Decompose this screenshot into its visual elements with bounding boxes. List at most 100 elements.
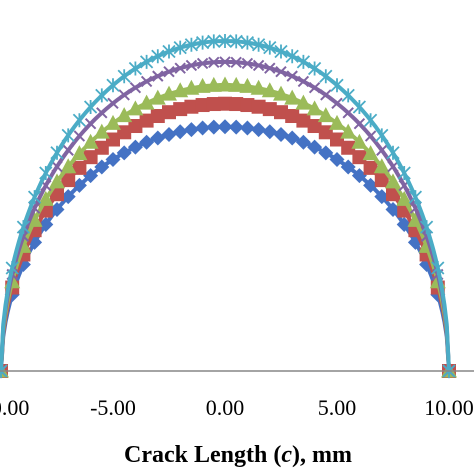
series-5-point [162,44,176,59]
series-4-point [140,75,153,88]
series-1-point [195,120,211,136]
series-4-point [152,70,164,82]
series-4-point [376,144,388,156]
series-2-point [330,132,344,147]
series-2-point [206,97,221,112]
series-4-point [320,89,332,101]
series-4-point [62,144,74,156]
series-4-point [252,59,265,72]
series-3-point [385,173,401,189]
series-2-point [341,140,356,155]
series-4-point [208,56,220,68]
series-3-point [373,158,390,174]
series-1-point [116,145,132,161]
series-1-point [206,119,222,135]
series-1-point [262,124,278,140]
series-2-point [117,125,132,140]
series-4-point [353,118,366,130]
series-4-point [342,107,354,119]
series-5-point [184,37,199,52]
series-5-point [285,49,299,64]
series-4-point [387,160,399,173]
series-1-point [183,122,199,138]
series-1-point [161,127,177,143]
series-5-point [307,61,322,76]
series-2-point [173,102,188,117]
series-1-point [150,130,166,146]
series-1-point [363,177,379,193]
series-2-point [139,113,154,128]
series-2-point [162,105,176,120]
series-5-point [218,34,232,48]
series-3-point [82,133,99,149]
series-2-point [318,125,333,140]
series-3-point [239,77,256,93]
series-2-point [363,160,378,175]
series-3-point [396,190,413,206]
series-1-point [239,120,255,136]
series-4 [0,56,455,377]
series-4-point [174,62,186,74]
series-3-point [37,190,54,206]
series-1-point [172,124,188,140]
series-1-point [105,152,121,168]
series-1-point [83,168,99,184]
series-5-point [263,40,277,55]
series-5-point [251,37,266,52]
series-4-point [84,118,97,130]
series-3-point [93,123,110,139]
series-4-point [196,57,209,70]
series-2-point [229,97,244,112]
series-1-point [60,189,76,205]
series-3-point [127,100,144,116]
series-1-point [307,139,323,155]
series-3-point [329,114,345,130]
series-1-point [228,119,244,135]
series-3-point [407,211,424,227]
series-3-point [317,107,334,123]
series-4-point [297,75,310,88]
series-5-point [330,78,344,93]
series-3-point [49,173,65,189]
series-2-point [195,98,210,113]
series-3-point [149,89,166,105]
series-3-point [250,79,267,95]
series-5-point [106,78,120,93]
series-4-point [275,66,287,78]
series-1-point [374,189,390,205]
series-5-point [5,260,19,275]
series-4-point [96,107,108,119]
series-1-point [139,134,155,150]
x-tick-label: 10.00 [424,395,474,420]
series-1-point [94,159,110,175]
series-4-point [241,57,254,70]
series-1-point [127,139,143,155]
series-5-point [397,166,411,180]
series-4-point [107,97,119,110]
series-5-point [431,260,445,275]
series-3-point [284,89,301,105]
series-4-point [51,160,63,173]
series-2-point [285,109,300,124]
series-1-point [251,122,267,138]
series-5-point [341,88,355,103]
series-4-point [73,130,86,142]
series-5-point [139,54,154,69]
series-5-point [16,220,31,235]
series-3-point [116,107,133,123]
series-1-point [351,168,367,184]
series-layer [0,34,457,379]
series-5-point [207,34,221,49]
series-3-point [138,94,155,110]
series-2 [0,96,456,378]
series-1-point [329,152,345,168]
series-1-point [71,177,87,193]
series-5-point [296,54,311,69]
series-2-point [274,105,288,120]
series-1-point [217,119,233,135]
series-5-point [352,100,367,114]
series-5-point [386,145,400,160]
series-2-line [0,101,451,372]
series-2-point [128,119,143,134]
